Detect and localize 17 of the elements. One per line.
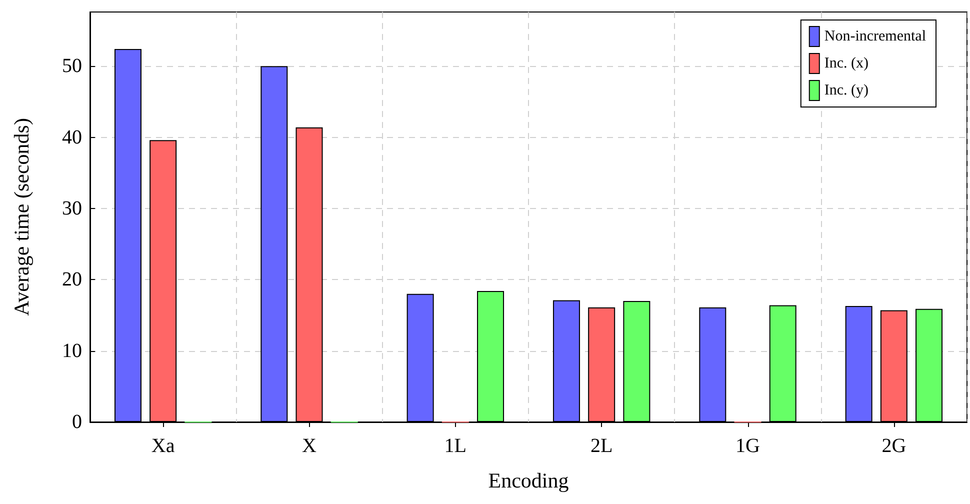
legend-label: Non-incremental [824,28,926,44]
legend-label: Inc. (y) [824,82,869,98]
y-tick-label: 10 [62,340,82,362]
y-tick-label: 40 [62,126,82,148]
y-tick-label: 20 [62,268,82,291]
legend-label: Inc. (x) [824,56,869,72]
x-tick-label: 2L [590,435,613,457]
x-tick-label: 2G [882,435,906,457]
y-tick-label: 0 [72,411,82,433]
x-tick-label: Xa [151,435,175,457]
x-axis-title: Encoding [488,468,570,492]
y-tick-label: 30 [62,197,82,220]
x-tick-label: 1L [444,435,467,457]
y-axis-title: Average time (seconds) [10,118,34,316]
y-tick-label: 50 [62,55,82,78]
x-tick-label: X [302,435,318,457]
x-tick-label: 1G [736,435,760,457]
